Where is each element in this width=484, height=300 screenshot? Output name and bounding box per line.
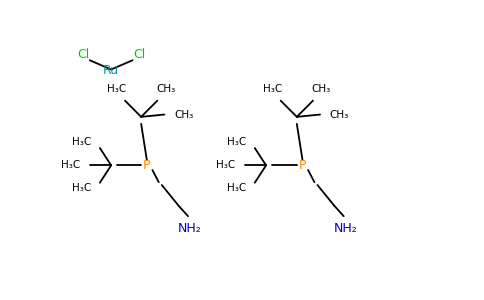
Text: H₃C: H₃C: [107, 84, 126, 94]
Text: Cl: Cl: [133, 48, 145, 61]
Text: H₃C: H₃C: [263, 84, 282, 94]
Text: H₃C: H₃C: [216, 160, 235, 170]
Text: H₃C: H₃C: [73, 184, 91, 194]
Text: CH₃: CH₃: [156, 84, 175, 94]
Text: P: P: [299, 159, 306, 172]
Text: NH₂: NH₂: [178, 222, 202, 235]
Text: CH₃: CH₃: [330, 110, 349, 119]
Text: NH₂: NH₂: [333, 222, 358, 235]
Text: CH₃: CH₃: [174, 110, 194, 119]
Text: H₃C: H₃C: [61, 160, 80, 170]
Text: H₃C: H₃C: [73, 137, 91, 147]
Text: Ru: Ru: [103, 64, 119, 77]
Text: Cl: Cl: [77, 48, 89, 61]
Text: H₃C: H₃C: [227, 137, 246, 147]
Text: H₃C: H₃C: [227, 184, 246, 194]
Text: P: P: [143, 159, 151, 172]
Text: CH₃: CH₃: [312, 84, 331, 94]
